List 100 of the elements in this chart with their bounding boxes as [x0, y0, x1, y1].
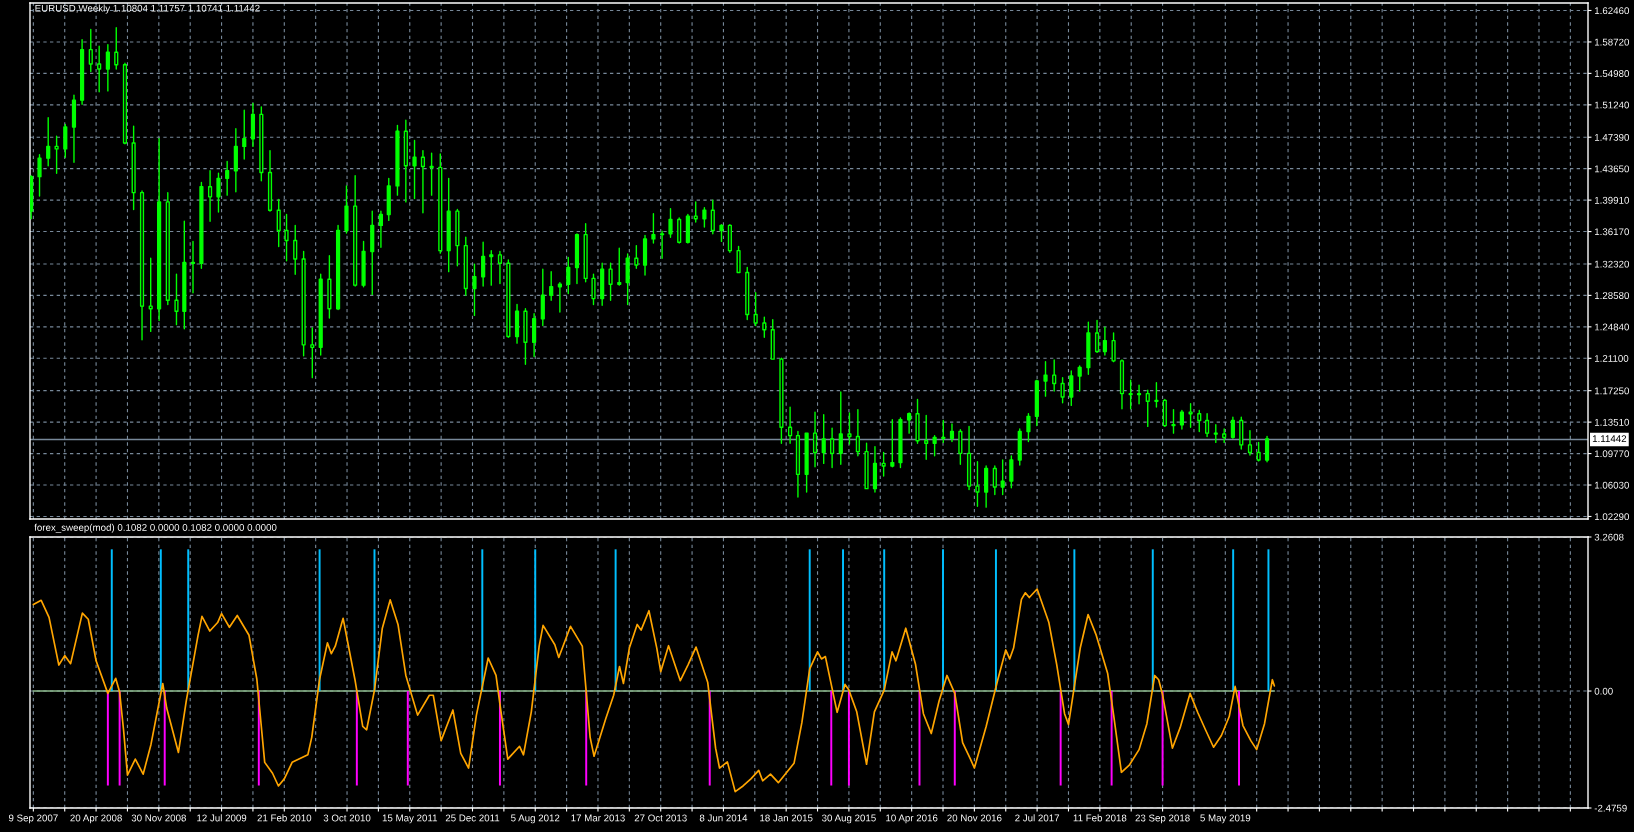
chart-title: EURUSD,Weekly 1.10804 1.11757 1.10741 1.11442	[35, 4, 260, 14]
candlestick	[574, 233, 580, 285]
y-tick-label: 1.62460	[1594, 7, 1630, 15]
candlestick	[745, 266, 750, 321]
candlestick	[549, 270, 554, 301]
candlestick	[105, 43, 110, 92]
candlestick	[37, 154, 42, 197]
y-tick-label: 1.06030	[1594, 481, 1630, 489]
candlestick	[583, 223, 588, 283]
candlestick	[523, 307, 528, 365]
candlestick	[812, 411, 818, 468]
y-tick-label: 1.17250	[1594, 387, 1630, 395]
candlestick	[804, 432, 809, 493]
candlestick	[677, 217, 682, 244]
candlestick	[660, 230, 665, 259]
candlestick	[719, 223, 724, 243]
candlestick	[770, 318, 775, 360]
x-tick-label: 30 Aug 2015	[821, 814, 876, 824]
candlestick	[1205, 413, 1210, 438]
x-tick-label: 3 Oct 2010	[323, 814, 371, 822]
candlestick	[506, 259, 511, 338]
candlestick	[795, 430, 801, 498]
candlestick	[1230, 416, 1235, 439]
y-tick-label: 1.24840	[1594, 323, 1630, 331]
candlestick	[642, 234, 648, 276]
candlestick	[736, 245, 741, 274]
candlestick	[353, 175, 358, 287]
candlestick	[685, 213, 690, 244]
y-tick-label: 1.21100	[1594, 355, 1629, 362]
x-tick-label: 12 Jul 2009	[197, 814, 247, 822]
candlestick	[71, 94, 77, 164]
candlestick	[727, 223, 732, 254]
candlestick	[557, 281, 562, 313]
candlestick	[497, 250, 503, 285]
y-tick-label: 1.47390	[1594, 133, 1630, 141]
ref-line-label: 1.11442	[1592, 435, 1627, 443]
line-series	[32, 588, 1276, 793]
candlestick	[1060, 376, 1065, 404]
x-tick-label: 23 Sep 2018	[1135, 814, 1190, 824]
candlestick	[1034, 379, 1039, 427]
candlestick	[915, 398, 920, 444]
candlestick	[284, 213, 289, 262]
candlestick	[872, 445, 878, 493]
x-tick-label: 5 May 2019	[1200, 814, 1251, 824]
candlestick	[318, 273, 323, 356]
candlestick	[259, 106, 264, 182]
x-tick-label: 2 Jul 2017	[1015, 814, 1060, 822]
y-tick-label: 1.43650	[1594, 165, 1630, 173]
candlestick	[207, 170, 213, 222]
candlestick	[1086, 321, 1091, 375]
y-tick-label: 0.00	[1594, 687, 1613, 695]
candlestick	[190, 240, 196, 294]
candlestick	[1009, 455, 1014, 489]
x-tick-label: 21 Feb 2010	[257, 814, 312, 822]
x-tick-label: 27 Oct 2013	[634, 814, 687, 822]
candlestick	[907, 412, 912, 434]
x-tick-label: 9 Sep 2007	[8, 814, 58, 824]
candlestick	[1069, 370, 1074, 407]
y-tick-label: 1.58720	[1594, 38, 1630, 46]
candlestick	[1077, 365, 1082, 392]
x-tick-label: 18 Jan 2015	[760, 814, 813, 822]
candlestick	[1094, 319, 1100, 354]
candlestick	[361, 240, 366, 288]
candlestick	[1026, 413, 1031, 443]
candlestick	[131, 125, 136, 211]
x-tick-label: 10 Apr 2016	[886, 814, 938, 824]
candlestick	[165, 191, 170, 306]
candlestick	[966, 425, 972, 491]
candlestick	[600, 262, 605, 307]
y-tick-label: 1.36170	[1594, 228, 1630, 236]
candlestick	[250, 102, 256, 148]
candlestick	[1179, 409, 1185, 430]
candlestick	[267, 149, 273, 212]
candlestick	[1043, 360, 1048, 397]
y-tick-label: 1.13510	[1594, 418, 1630, 426]
candlestick	[992, 465, 997, 496]
y-tick-label: 1.32320	[1594, 260, 1630, 268]
x-tick-label: 11 Feb 2018	[1073, 814, 1127, 822]
y-tick-label: 1.51240	[1594, 101, 1630, 109]
y-tick-label: 1.02290	[1594, 513, 1630, 521]
x-tick-label: 20 Nov 2016	[947, 814, 1002, 822]
candlestick	[216, 172, 221, 213]
candlestick	[403, 119, 408, 203]
x-tick-label: 20 Apr 2008	[70, 814, 122, 824]
candlestick	[668, 207, 673, 238]
candlestick	[225, 160, 230, 196]
candlestick	[395, 124, 400, 196]
candlestick	[1222, 428, 1227, 444]
candlestick	[1264, 435, 1270, 463]
candlestick	[566, 256, 571, 295]
candlestick	[1017, 428, 1022, 466]
candlestick	[378, 210, 384, 248]
candlestick	[1111, 332, 1116, 363]
x-tick-label: 25 Dec 2011	[445, 814, 500, 822]
x-tick-label: 15 May 2011	[382, 814, 438, 824]
y-tick-label: 1.39910	[1594, 196, 1630, 204]
x-tick-label: 5 Aug 2012	[511, 814, 560, 824]
candlestick	[864, 442, 869, 490]
y-tick-label: 1.54980	[1594, 70, 1630, 78]
candlestick	[984, 465, 989, 508]
